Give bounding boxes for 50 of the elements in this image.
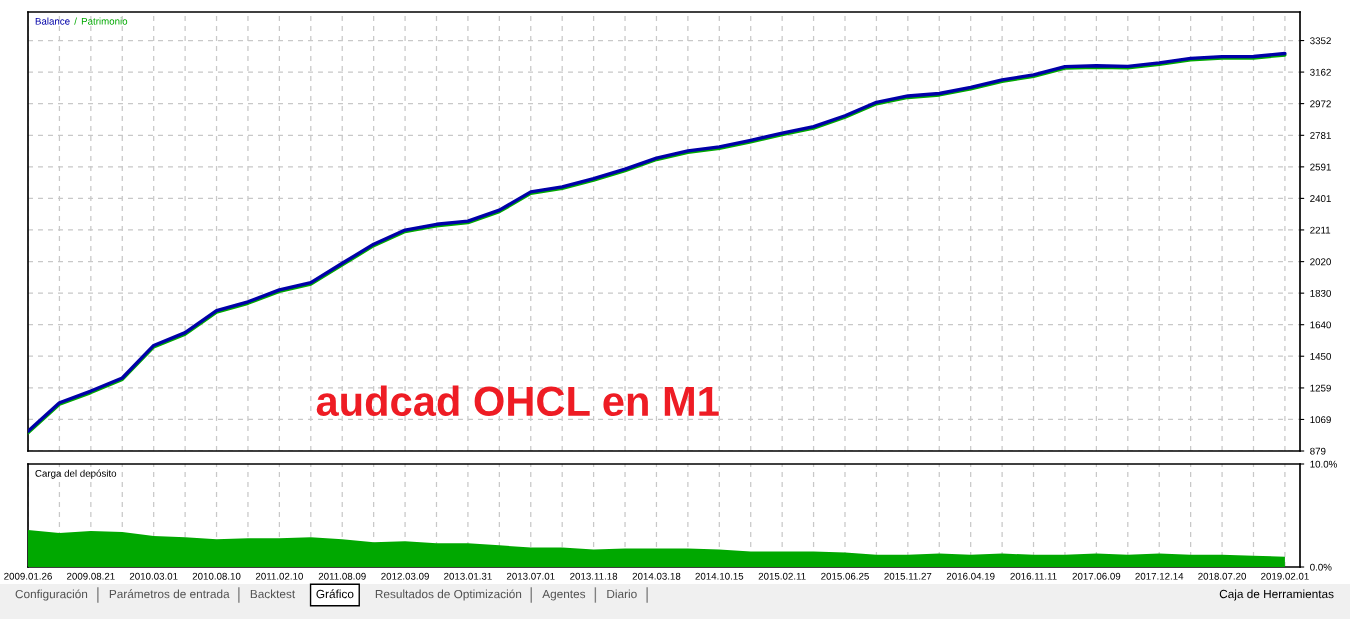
- x-tick-label: 2015.06.25: [821, 572, 869, 580]
- text: Agentes: [542, 589, 586, 601]
- x-tick-label: 2014.10.15: [695, 572, 744, 580]
- x-tick-label: 2012.03.09: [381, 572, 429, 580]
- x-tick-label: 2011.08.09: [318, 572, 366, 580]
- x-tick-label: 2013.01.31: [444, 572, 492, 580]
- y-tick-label: 1069: [1310, 416, 1331, 424]
- y-tick-label: 2591: [1310, 163, 1331, 171]
- y-tick-label: 879: [1310, 447, 1326, 455]
- text: Backtest: [250, 589, 296, 599]
- text: Resultados de Optimización: [375, 589, 522, 601]
- y-tick-label: 3352: [1310, 37, 1331, 45]
- text: Configuración: [15, 589, 88, 601]
- text: Diario: [607, 589, 637, 599]
- y-tick-label: 2781: [1310, 132, 1331, 139]
- x-tick-label: 2009.08.21: [67, 572, 115, 580]
- y-tick-label: 2020: [1310, 258, 1331, 266]
- x-tick-label: 2016.04.19: [946, 572, 995, 580]
- x-tick-label: 2015.11.27: [884, 572, 932, 580]
- x-tick-label: 2010.03.01: [129, 572, 178, 580]
- y-tick-label: 1830: [1310, 289, 1331, 297]
- y-tick-label: 1259: [1310, 384, 1331, 392]
- y-tick-label: 2211: [1310, 226, 1331, 234]
- x-tick-label: 2019.02.01: [1261, 572, 1309, 580]
- x-tick-label: 2010.08.10: [192, 572, 241, 580]
- y-tick-label: 1640: [1310, 321, 1331, 329]
- x-tick-label: 2009.01.26: [4, 572, 52, 580]
- annotation: /: [74, 17, 77, 25]
- y-tick-label: 3162: [1310, 68, 1331, 76]
- text: Caja de Herramientas: [1219, 589, 1334, 601]
- x-tick-label: 2016.11.11: [1010, 572, 1057, 580]
- y-tick-label: 2401: [1310, 195, 1331, 203]
- x-tick-label: 2018.07.20: [1198, 572, 1247, 580]
- y-tick-label: 1450: [1310, 352, 1331, 360]
- text: Balance: [35, 17, 70, 25]
- text: Carga del depósito: [35, 469, 117, 479]
- y-tick-label: 0.0%: [1310, 563, 1332, 571]
- text: Parámetros de entrada: [109, 589, 230, 599]
- text: Patrimonio: [81, 17, 128, 25]
- x-tick-label: 2011.02.10: [255, 572, 303, 580]
- x-tick-label: 2013.07.01: [506, 572, 555, 580]
- x-tick-label: 2017.06.09: [1072, 572, 1121, 580]
- x-tick-label: 2015.02.11: [758, 572, 806, 580]
- y-tick-label: 2972: [1310, 100, 1331, 108]
- annotation: audcad OHCL en M1: [316, 385, 719, 417]
- x-tick-label: 2014.03.18: [632, 572, 681, 580]
- text: Gráfico: [316, 589, 354, 599]
- x-tick-label: 2017.12.14: [1135, 572, 1184, 580]
- y-tick-label: 10.0%: [1310, 460, 1337, 468]
- x-tick-label: 2013.11.18: [570, 572, 618, 580]
